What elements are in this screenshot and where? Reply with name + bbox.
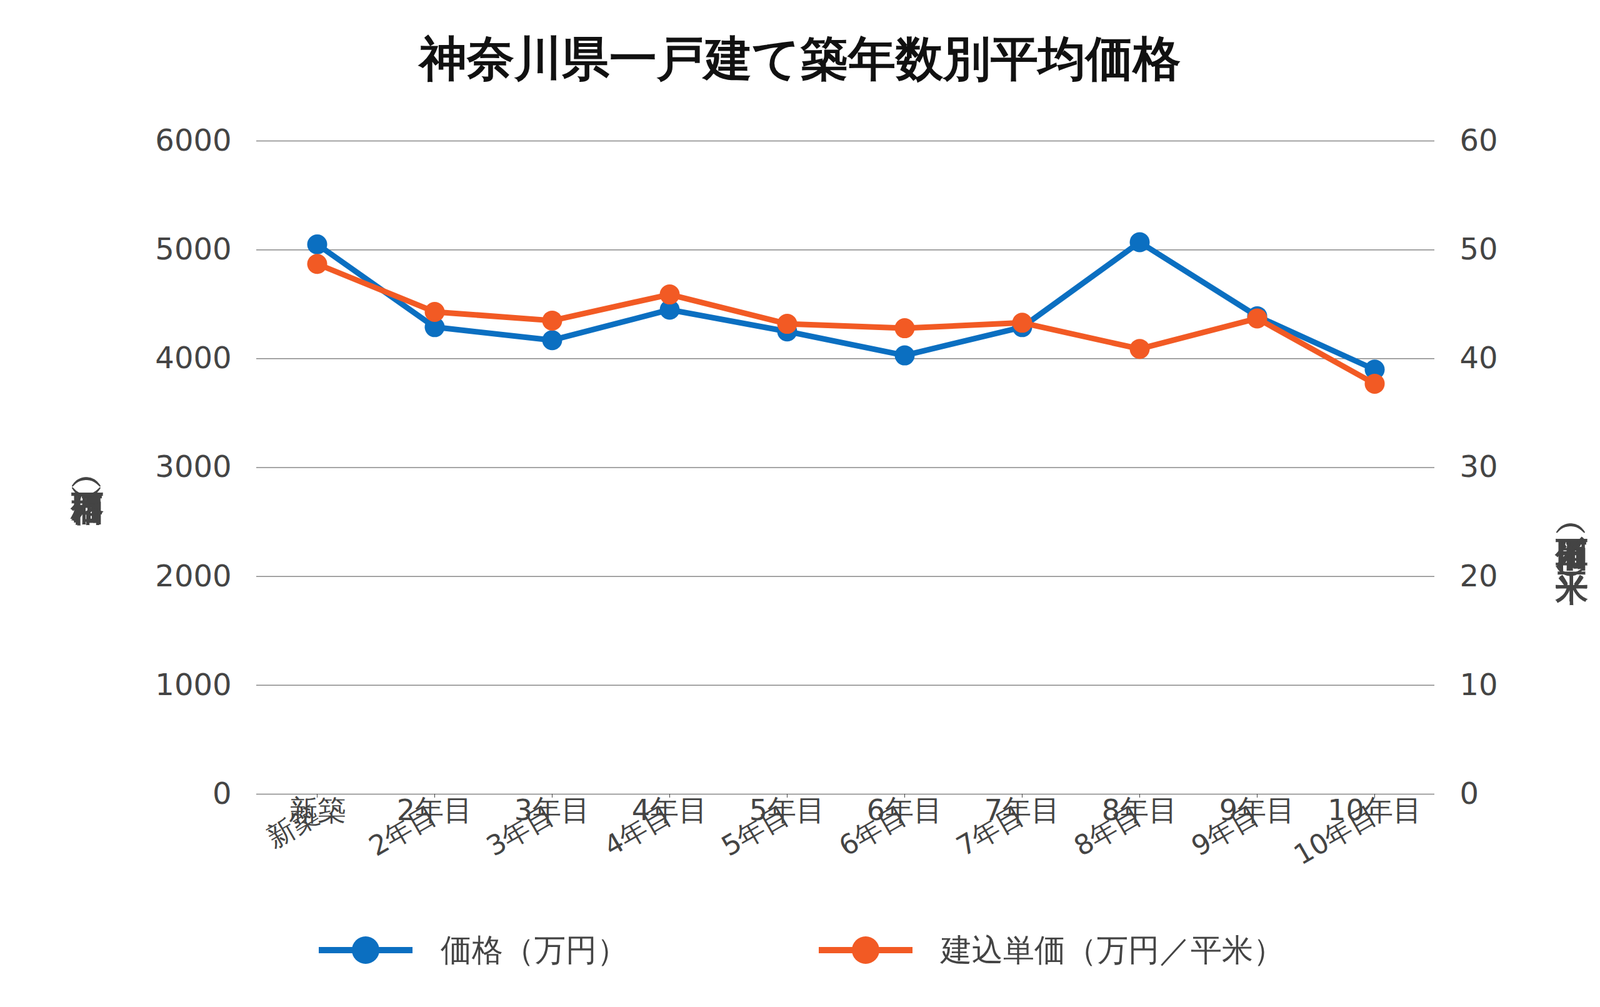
html-text:建込単価（万円／平米）: 建込単価（万円／平米） — [940, 931, 1285, 968]
svg-text:8年目: 8年目 — [1101, 793, 1178, 827]
html-text:神奈川県一戸建て築年数別平均価格: 神奈川県一戸建て築年数別平均価格 — [419, 30, 1181, 86]
svg-text:6年目: 6年目 — [833, 798, 913, 863]
svg-text:1000: 1000 — [155, 666, 232, 702]
svg-text:20: 20 — [1460, 558, 1499, 594]
html-text:価格（万円）: 価格（万円） — [68, 467, 107, 468]
svg-text:2000: 2000 — [155, 558, 232, 594]
svg-text:5000: 5000 — [155, 231, 232, 267]
svg-text:4000: 4000 — [155, 340, 232, 375]
svg-text:0: 0 — [1460, 775, 1480, 811]
svg-text:新築: 新築 — [288, 793, 347, 827]
svg-text:8年目: 8年目 — [1068, 798, 1148, 863]
svg-text:40: 40 — [1460, 340, 1499, 375]
svg-text:10年目: 10年目 — [1288, 798, 1383, 871]
svg-text:7年目: 7年目 — [984, 793, 1060, 827]
svg-text:9年目: 9年目 — [1186, 798, 1265, 863]
svg-text:10年目: 10年目 — [1327, 793, 1422, 827]
svg-text:3年目: 3年目 — [514, 793, 590, 827]
html-text:単価（万円／平米）: 単価（万円／平米） — [1553, 513, 1591, 546]
svg-text:4年目: 4年目 — [631, 793, 708, 827]
html-text:価格（万円）: 価格（万円） — [440, 931, 629, 968]
svg-text:3年目: 3年目 — [481, 798, 560, 863]
svg-text:30: 30 — [1460, 448, 1499, 484]
svg-text:50: 50 — [1460, 231, 1499, 267]
svg-text:5年目: 5年目 — [716, 798, 795, 863]
svg-text:0: 0 — [212, 775, 232, 811]
svg-text:4年目: 4年目 — [598, 798, 678, 863]
svg-text:2年目: 2年目 — [396, 793, 473, 827]
svg-text:10: 10 — [1460, 666, 1499, 702]
svg-text:7年目: 7年目 — [951, 798, 1030, 863]
svg-text:2年目: 2年目 — [363, 798, 443, 863]
svg-text:6000: 6000 — [155, 122, 232, 158]
svg-text:3000: 3000 — [155, 448, 232, 484]
svg-text:60: 60 — [1460, 122, 1499, 158]
svg-text:6年目: 6年目 — [866, 793, 943, 827]
svg-text:9年目: 9年目 — [1219, 793, 1295, 827]
svg-text:5年目: 5年目 — [749, 793, 825, 827]
